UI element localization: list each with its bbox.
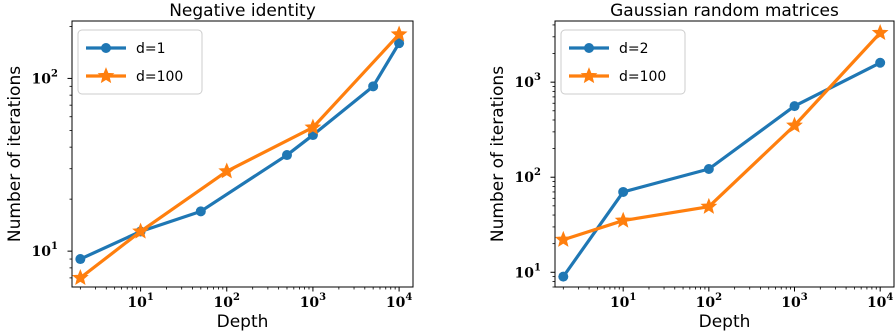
y-tick-label: 103	[515, 72, 541, 91]
legend: d=1 d=100	[77, 29, 203, 95]
data-point	[195, 206, 206, 217]
data-point	[700, 197, 718, 214]
plot-area: 101 102 103 104 101 102 d=1 d=100	[32, 20, 414, 311]
y-tick-label: 102	[515, 167, 541, 186]
x-tick-label: 102	[696, 292, 722, 311]
data-point	[132, 222, 149, 239]
data-point	[368, 81, 379, 92]
data-point	[703, 164, 714, 175]
data-point	[394, 38, 405, 49]
data-point	[618, 186, 629, 197]
y-axis-label: Number of iterations	[488, 66, 508, 242]
legend-marker	[97, 67, 115, 84]
data-point	[71, 269, 89, 286]
x-axis-label: Depth	[217, 312, 269, 332]
data-point	[554, 230, 572, 247]
data-point	[558, 271, 569, 282]
x-tick-label: 103	[300, 292, 326, 311]
legend-marker	[584, 43, 594, 53]
x-tick-label: 101	[610, 292, 636, 311]
legend-marker	[101, 43, 111, 53]
y-tick-label: 101	[515, 262, 541, 281]
x-tick-label: 102	[214, 292, 240, 311]
series-d-100	[554, 24, 889, 247]
data-point	[390, 25, 408, 42]
series-d-100	[71, 25, 408, 286]
legend-label: d=100	[136, 69, 183, 85]
plot-area: 101 102 103 104 101 102 103 d=2 d=100	[515, 20, 895, 311]
x-tick-label: 104	[867, 292, 893, 311]
y-axis-label: Number of iterations	[5, 66, 25, 242]
data-point	[218, 162, 236, 179]
legend-marker	[580, 67, 598, 84]
y-tick-label: 102	[32, 68, 58, 87]
chart-title: Gaussian random matrices	[610, 1, 839, 21]
data-point	[75, 254, 86, 265]
series-line	[561, 61, 881, 278]
data-point	[871, 24, 889, 41]
x-tick-label: 104	[386, 292, 412, 311]
x-axis-label: Depth	[699, 312, 751, 332]
series-d-2	[558, 57, 886, 282]
data-point	[304, 118, 322, 135]
data-point	[789, 101, 800, 112]
y-tick-label: 101	[32, 241, 58, 260]
chart-gaussian-random-matrices: Gaussian random matrices Depth Number of…	[488, 1, 895, 332]
axes-frame	[71, 20, 414, 288]
data-point	[875, 57, 886, 68]
legend-label: d=100	[619, 69, 666, 85]
legend-label: d=2	[619, 41, 649, 57]
data-point	[614, 211, 632, 228]
data-point	[281, 150, 292, 161]
data-point	[786, 116, 803, 133]
x-tick-label: 103	[781, 292, 807, 311]
legend: d=2 d=100	[560, 29, 686, 95]
axes-frame	[554, 20, 895, 288]
legend-label: d=1	[136, 41, 166, 57]
chart-title: Negative identity	[169, 1, 316, 21]
x-tick-label: 101	[127, 292, 153, 311]
chart-negative-identity: Negative identity Depth Number of iterat…	[5, 1, 414, 332]
